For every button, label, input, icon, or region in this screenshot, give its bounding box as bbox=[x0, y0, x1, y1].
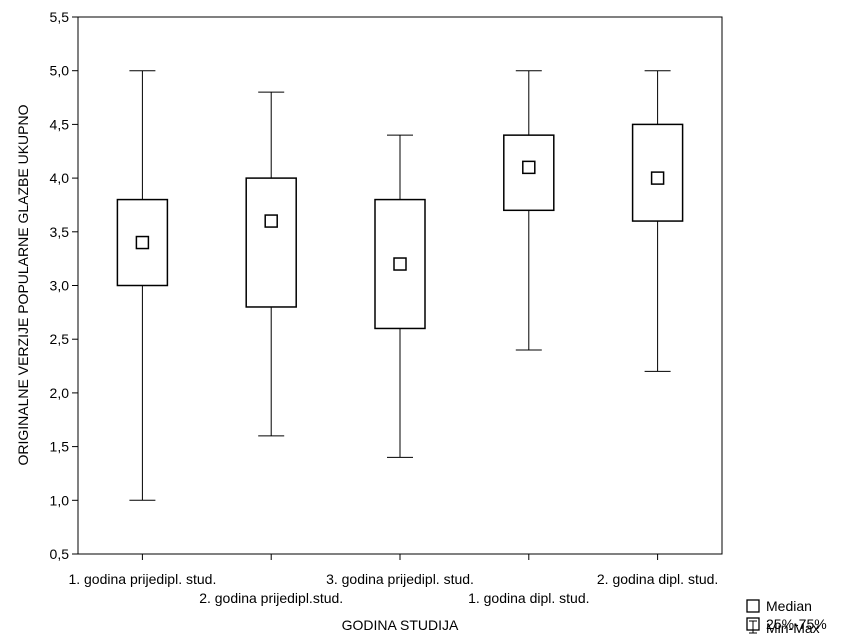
box-group bbox=[503, 70, 555, 351]
y-tick-label: 0,5 bbox=[50, 546, 70, 562]
legend-median-label: Median bbox=[766, 598, 812, 614]
median-marker bbox=[650, 171, 665, 185]
y-tick-label: 2,5 bbox=[50, 331, 70, 347]
x-tick-label: 2. godina dipl. stud. bbox=[597, 571, 718, 587]
boxes-layer bbox=[116, 70, 684, 501]
legend-whisker-label: Min-Max bbox=[766, 620, 820, 635]
y-tick-label: 5,5 bbox=[50, 9, 70, 25]
x-tick-label: 2. godina prijedipl.stud. bbox=[199, 590, 343, 606]
y-tick-label: 4,0 bbox=[50, 170, 70, 186]
y-tick-label: 1,5 bbox=[50, 439, 70, 455]
x-axis-title: GODINA STUDIJA bbox=[342, 617, 459, 633]
box-group bbox=[374, 134, 426, 458]
median-marker bbox=[522, 160, 536, 175]
x-tick-label: 1. godina prijedipl. stud. bbox=[68, 571, 216, 587]
y-tick-label: 1,0 bbox=[50, 492, 70, 508]
iqr-box bbox=[245, 177, 297, 308]
legend-whisker-marker bbox=[749, 620, 757, 634]
legend: Median 25%-75% Min-Max bbox=[746, 598, 827, 635]
y-tick-label: 4,5 bbox=[50, 116, 70, 132]
y-tick-label: 3,5 bbox=[50, 224, 70, 240]
x-tick-label: 1. godina dipl. stud. bbox=[468, 590, 589, 606]
median-marker bbox=[264, 214, 278, 228]
box-group bbox=[116, 70, 169, 501]
y-axis-title: ORIGINALNE VERZIJE POPULARNE GLAZBE UKUP… bbox=[15, 104, 31, 465]
y-tick-label: 3,0 bbox=[50, 278, 70, 294]
y-axis: 0,5 1,0 1,5 2,0 2,5 3,0 3,5 4,0 4,5 5,0 5,5 bbox=[50, 9, 78, 562]
box-group bbox=[245, 91, 297, 437]
y-tick-label: 2,0 bbox=[50, 385, 70, 401]
median-marker bbox=[135, 235, 150, 250]
legend-median-marker bbox=[746, 599, 760, 613]
legend-box-label: 25%-75% bbox=[766, 616, 827, 632]
x-axis: 1. godina prijedipl. stud. 2. godina prij… bbox=[68, 554, 718, 606]
y-tick-label: 5,0 bbox=[50, 63, 70, 79]
x-tick-label: 3. godina prijedipl. stud. bbox=[326, 571, 474, 587]
median-marker bbox=[393, 257, 407, 271]
box-group bbox=[631, 70, 684, 372]
